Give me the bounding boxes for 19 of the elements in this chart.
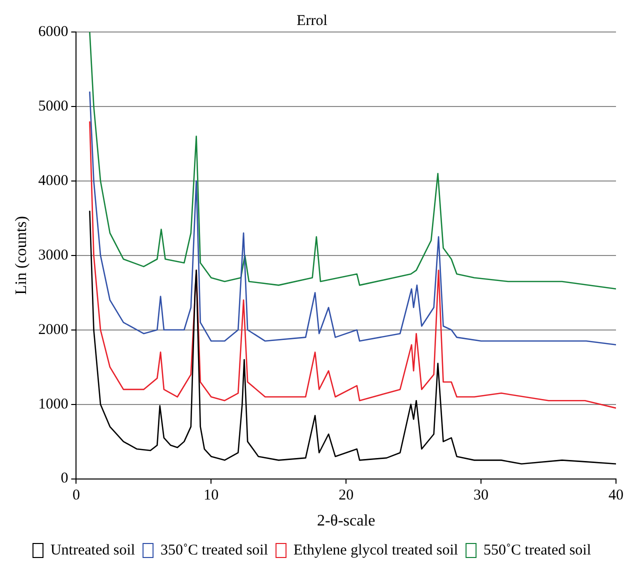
y-tick-label: 3000 (38, 247, 68, 264)
x-tick-label: 20 (338, 488, 354, 504)
y-axis-title: Lin (counts) (12, 216, 30, 295)
legend-label: 550˚C treated soil (484, 542, 592, 558)
legend-label: Untreated soil (50, 542, 136, 558)
legend-label: Ethylene glycol treated soil (294, 542, 458, 558)
x-tick-label: 10 (204, 488, 219, 504)
y-tick-label: 1000 (38, 396, 68, 412)
x-tick-label: 30 (474, 488, 489, 504)
y-tick-label: 4000 (38, 172, 68, 189)
chart-title: Errol (296, 12, 328, 29)
y-tick-label: 5000 (38, 98, 68, 114)
x-tick-label: 40 (608, 488, 624, 504)
y-tick-label: 6000 (38, 24, 68, 40)
legend-label: 350˚C treated soil (160, 542, 268, 558)
x-axis-title: 2-θ-scale (316, 512, 376, 530)
y-tick-label: 2000 (38, 322, 68, 338)
y-tick-label: 0 (60, 470, 68, 487)
x-tick-label: 0 (72, 488, 80, 504)
